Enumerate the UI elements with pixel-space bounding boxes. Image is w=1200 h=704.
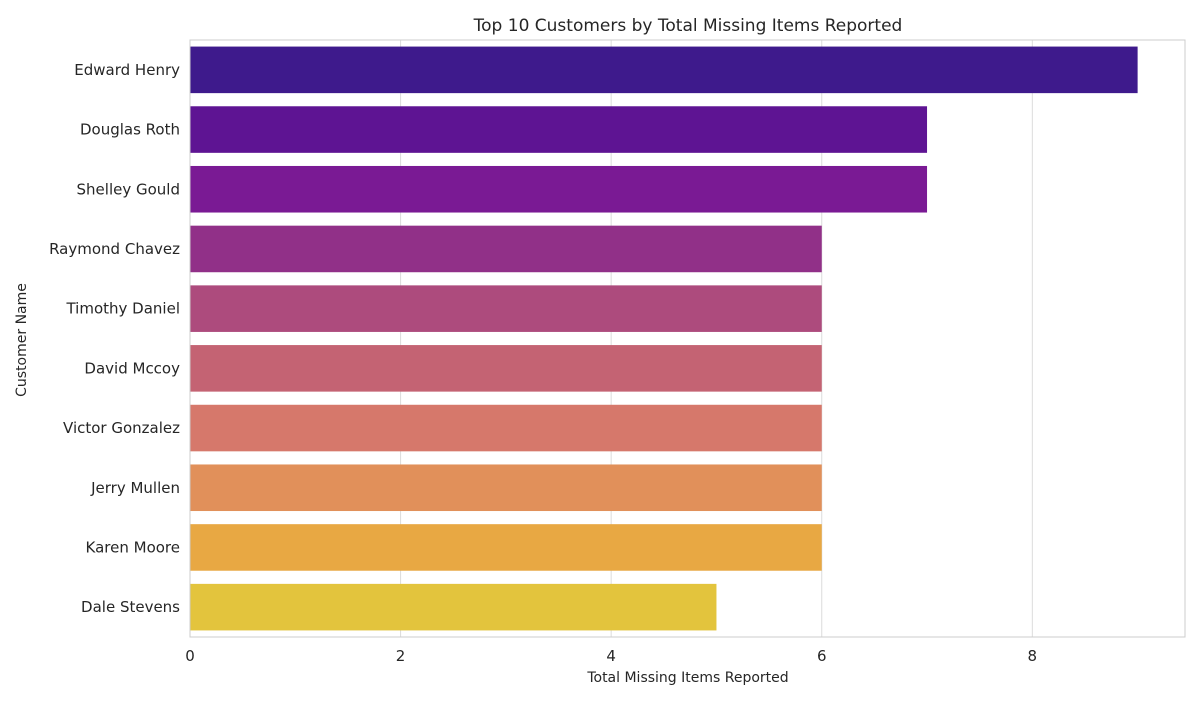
y-category-labels: Edward Henry Douglas Roth Shelley Gould Ray… — [49, 61, 180, 616]
category-label-8: Karen Moore — [86, 538, 180, 556]
bar-edward-henry — [190, 46, 1138, 94]
bar-timothy-daniel — [190, 285, 822, 332]
category-label-5: David Mccoy — [84, 359, 180, 377]
bar-victor-gonzalez — [190, 404, 822, 452]
x-tick-label-0: 0 — [185, 647, 195, 665]
category-label-9: Dale Stevens — [81, 598, 180, 616]
bar-dale-stevens — [190, 583, 717, 631]
bar-karen-moore — [190, 524, 822, 571]
x-tick-label-4: 8 — [1028, 647, 1038, 665]
category-label-1: Douglas Roth — [80, 121, 180, 139]
x-tick-label-1: 2 — [396, 647, 406, 665]
category-label-6: Victor Gonzalez — [63, 419, 180, 437]
plot-border — [189, 39, 1186, 638]
bar-raymond-chavez — [190, 225, 822, 273]
x-tick-label-3: 6 — [817, 647, 827, 665]
category-label-4: Timothy Daniel — [65, 300, 180, 318]
bar-douglas-roth — [190, 106, 928, 153]
category-label-7: Jerry Mullen — [90, 479, 180, 497]
x-axis-label: Total Missing Items Reported — [586, 670, 788, 686]
plot-frame — [189, 39, 1186, 638]
y-axis-label: Customer Name — [14, 283, 30, 397]
bars — [190, 46, 1138, 631]
category-label-0: Edward Henry — [74, 61, 180, 79]
chart-title: Top 10 Customers by Total Missing Items … — [473, 16, 903, 36]
bar-david-mccoy — [190, 345, 822, 392]
bar-jerry-mullen — [190, 464, 822, 512]
category-label-3: Raymond Chavez — [49, 240, 180, 258]
bar-shelley-gould — [190, 165, 928, 213]
category-label-2: Shelley Gould — [77, 180, 180, 198]
x-tick-label-2: 4 — [606, 647, 616, 665]
x-tick-labels: 0 2 4 6 8 — [185, 647, 1037, 665]
